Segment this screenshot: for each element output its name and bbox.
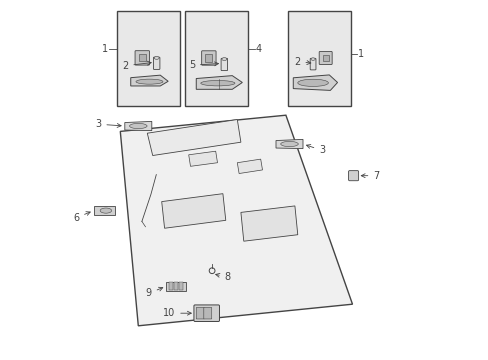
Polygon shape: [237, 159, 262, 174]
Text: 5: 5: [188, 60, 218, 70]
FancyBboxPatch shape: [348, 171, 358, 181]
FancyBboxPatch shape: [194, 305, 219, 321]
FancyBboxPatch shape: [319, 51, 331, 64]
FancyBboxPatch shape: [287, 11, 350, 106]
Text: 4: 4: [255, 44, 261, 54]
FancyBboxPatch shape: [174, 283, 178, 290]
Polygon shape: [166, 282, 185, 291]
Text: 3: 3: [306, 145, 325, 156]
Polygon shape: [196, 76, 242, 89]
Ellipse shape: [136, 79, 163, 84]
Text: 6: 6: [73, 212, 90, 223]
Ellipse shape: [100, 208, 111, 213]
Polygon shape: [130, 75, 168, 86]
FancyBboxPatch shape: [196, 307, 204, 319]
Polygon shape: [241, 206, 297, 241]
FancyBboxPatch shape: [168, 283, 173, 290]
Polygon shape: [124, 121, 151, 131]
Ellipse shape: [201, 81, 234, 86]
FancyBboxPatch shape: [117, 11, 179, 106]
Text: 2: 2: [122, 61, 151, 71]
Text: 8: 8: [215, 272, 230, 282]
Ellipse shape: [310, 58, 315, 60]
Polygon shape: [120, 115, 352, 326]
Polygon shape: [275, 139, 303, 149]
Text: 2: 2: [294, 57, 310, 67]
FancyBboxPatch shape: [201, 51, 216, 65]
Ellipse shape: [129, 123, 147, 129]
Polygon shape: [94, 206, 114, 215]
FancyBboxPatch shape: [139, 54, 145, 62]
FancyBboxPatch shape: [179, 283, 183, 290]
FancyBboxPatch shape: [309, 58, 315, 70]
Text: 3: 3: [95, 119, 121, 129]
FancyBboxPatch shape: [221, 58, 227, 71]
Text: 1: 1: [357, 49, 363, 59]
FancyBboxPatch shape: [203, 307, 211, 319]
Ellipse shape: [280, 141, 298, 147]
Text: 1: 1: [102, 44, 107, 54]
Text: 7: 7: [361, 171, 379, 181]
FancyBboxPatch shape: [322, 55, 328, 61]
FancyBboxPatch shape: [153, 57, 160, 69]
Ellipse shape: [297, 79, 328, 86]
Polygon shape: [293, 75, 337, 90]
Text: 10: 10: [163, 308, 191, 318]
Text: 9: 9: [145, 287, 163, 298]
FancyBboxPatch shape: [135, 51, 149, 65]
Ellipse shape: [154, 57, 159, 59]
Polygon shape: [162, 194, 225, 228]
Polygon shape: [188, 151, 217, 166]
Polygon shape: [147, 120, 241, 156]
FancyBboxPatch shape: [185, 11, 247, 106]
FancyBboxPatch shape: [205, 54, 212, 62]
Ellipse shape: [222, 58, 226, 60]
